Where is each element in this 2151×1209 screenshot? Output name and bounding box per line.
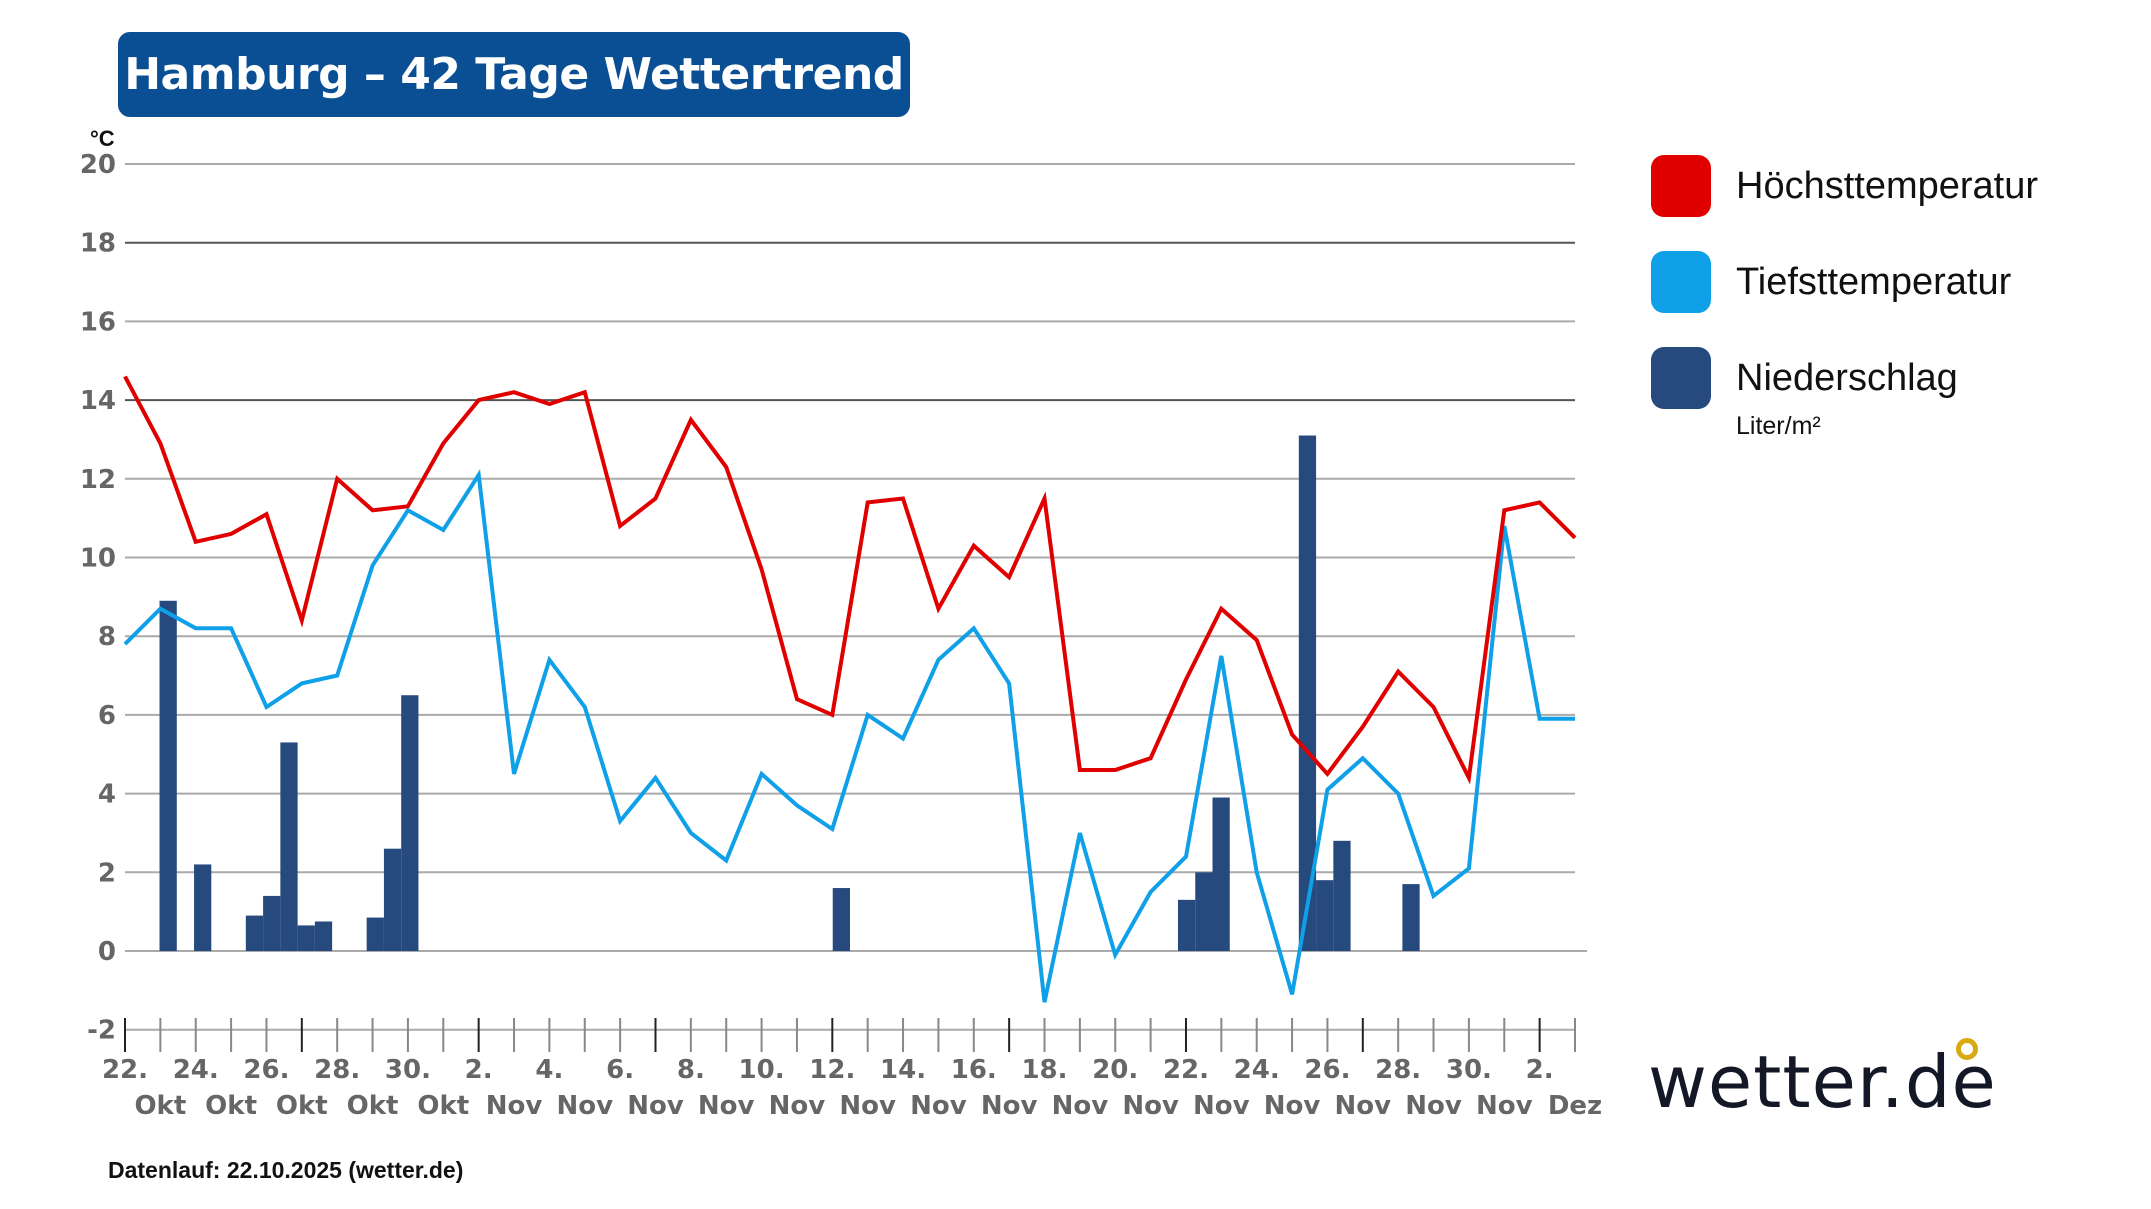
x-tick-label-day: 26. [243,1055,289,1085]
x-tick-label-month: Okt [276,1091,328,1121]
legend-label: Niederschlag [1736,356,1958,399]
x-tick-label-month: Nov [981,1091,1038,1121]
y-axis-unit: °C [90,126,115,151]
x-tick-label-day: 8. [677,1055,705,1085]
x-tick-label-month: Nov [1335,1091,1392,1121]
chart-title-banner: Hamburg – 42 Tage Wettertrend [118,32,910,117]
legend-swatch-precip [1651,347,1711,409]
y-tick-label: 12 [80,465,116,495]
x-tick-label-month: Nov [1052,1091,1109,1121]
precipitation-bar [1298,435,1317,951]
x-tick-label-day: 6. [606,1055,634,1085]
x-tick-label-day: 10. [739,1055,785,1085]
y-tick-label: 6 [98,701,116,731]
precipitation-bar [159,600,177,951]
x-tick-label-day: 2. [1526,1055,1554,1085]
x-tick-label-day: 28. [314,1055,360,1085]
x-tick-label-month: Nov [769,1091,826,1121]
y-tick-label: -2 [87,1016,116,1046]
precipitation-bar [194,864,212,951]
min-temp-line [123,469,1575,1003]
x-tick-label-month: Dez [1548,1091,1602,1121]
x-tick-label-month: Okt [205,1091,257,1121]
x-tick-label-month: Nov [839,1091,896,1121]
y-tick-label: 20 [80,150,116,180]
x-tick-label-day: 24. [173,1055,219,1085]
x-tick-label-month: Nov [627,1091,684,1121]
precipitation-bar [280,742,298,951]
precipitation-bar [366,917,384,951]
y-tick-label: 8 [98,622,116,652]
precipitation-bar [832,888,850,951]
x-tick-label-day: 28. [1375,1055,1421,1085]
x-tick-label-day: 4. [535,1055,563,1085]
y-tick-label: 0 [98,937,116,967]
legend-item-precipitation: Niederschlag [1651,347,1958,409]
y-tick-label: 4 [98,780,116,810]
x-tick-label-day: 22. [102,1055,148,1085]
x-tick-label-day: 24. [1234,1055,1280,1085]
precipitation-bar [1402,884,1420,951]
precipitation-bar [1212,797,1230,951]
x-tick-label-month: Nov [556,1091,613,1121]
legend-item-max-temp: Höchsttemperatur [1651,155,2038,217]
x-tick-label-month: Nov [486,1091,543,1121]
precipitation-bars [159,435,1420,951]
x-tick-label-month: Nov [1193,1091,1250,1121]
precipitation-bar [1316,880,1334,951]
y-tick-label: 16 [80,307,116,337]
x-tick-label-month: Nov [1264,1091,1321,1121]
precipitation-bar [245,915,264,951]
legend-swatch-min [1651,251,1711,313]
x-tick-label-day: 22. [1163,1055,1209,1085]
precipitation-unit: Liter/m² [1736,412,1821,440]
y-tick-label: 18 [80,229,116,259]
legend-item-min-temp: Tiefsttemperatur [1651,251,2011,313]
x-tick-label-month: Nov [1405,1091,1462,1121]
precipitation-bar [1195,872,1213,951]
precipitation-bar [1177,899,1196,951]
x-tick-label-day: 26. [1304,1055,1350,1085]
x-tick-label-day: 2. [465,1055,493,1085]
legend-label: Tiefsttemperatur [1736,260,2012,303]
x-tick-label-day: 14. [880,1055,926,1085]
x-tick-label-day: 12. [809,1055,855,1085]
x-tick-label-month: Nov [698,1091,755,1121]
temperature-lines [123,375,1577,1003]
wetter-de-logo: wetter.de [1648,1040,1997,1124]
x-tick-label-day: 18. [1021,1055,1067,1085]
precipitation-bar [314,921,333,951]
precipitation-bar [1333,840,1351,951]
precipitation-bar [401,695,419,951]
y-tick-label: 10 [80,544,116,574]
precipitation-bar [383,848,402,951]
precipitation-bar [297,925,315,951]
x-tick-label-month: Okt [134,1091,186,1121]
x-tick-label-month: Nov [910,1091,967,1121]
x-tick-label-month: Okt [347,1091,399,1121]
x-tick-label-day: 30. [385,1055,431,1085]
x-tick-label-month: Okt [417,1091,469,1121]
precipitation-bar [263,895,281,951]
legend-label: Höchsttemperatur [1736,164,2039,207]
logo-dot-icon [1956,1038,1978,1060]
x-tick-label-day: 20. [1092,1055,1138,1085]
y-tick-label: 14 [80,386,116,416]
y-tick-label: 2 [98,858,116,888]
x-tick-label-day: 16. [951,1055,997,1085]
legend-swatch-max [1651,155,1711,217]
max-temp-line [123,375,1577,785]
x-tick-label-month: Nov [1122,1091,1179,1121]
x-tick-label-month: Nov [1476,1091,1533,1121]
chart-title: Hamburg – 42 Tage Wettertrend [124,49,904,100]
data-run-note: Datenlauf: 22.10.2025 (wetter.de) [108,1157,464,1183]
x-tick-label-day: 30. [1446,1055,1492,1085]
x-axis: 22. Okt 24. Okt 26. Okt 28. Okt 30. Okt 2. Nov 4. Nov… [102,1018,1602,1121]
